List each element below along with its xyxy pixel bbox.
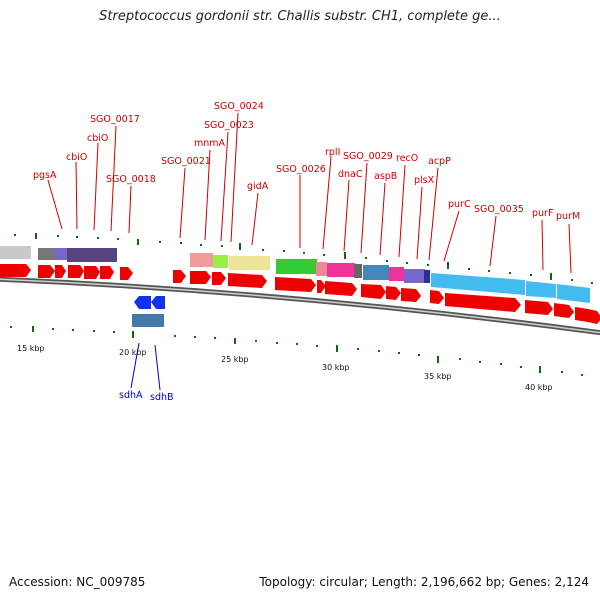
cog-bar [0,246,31,259]
cog-bar [557,284,590,303]
cds-arrows [0,264,600,324]
reverse-gene-labels: sdhA sdhB [119,390,174,403]
scale-label: 30 kbp [322,363,350,372]
cog-bar [389,267,404,281]
gene-label: SGO_0035 [474,204,524,215]
scale-label: 40 kbp [525,383,553,392]
gene-label: dnaC [338,169,363,180]
cds-arrow [38,265,55,278]
minor-dots [10,234,593,376]
cds-arrow-reverse [134,296,151,309]
cds-arrow [525,300,553,315]
cds-arrow [55,265,66,278]
cds-arrow [430,290,444,304]
cds-arrow [275,277,316,292]
cog-bar [431,273,525,295]
gene-label: aspB [374,171,397,182]
gene-label: SGO_0023 [204,120,254,131]
cog-bar [151,314,164,327]
scale-label: 15 kbp [17,344,45,353]
gene-label: SGO_0024 [214,101,264,112]
cog-bar [229,256,270,270]
cog-bar [38,248,55,260]
cog-bar [363,265,389,280]
gene-label: cbiO [87,133,108,144]
cds-arrow [212,272,226,285]
map-title: Streptococcus gordonii str. Challis subs… [99,9,501,24]
cds-arrow [190,271,211,284]
cds-arrow [120,267,133,280]
gene-label: recO [396,153,418,164]
cog-bar [190,253,213,267]
cog-bar [55,248,67,260]
cds-arrow [325,281,357,296]
cog-bar [354,264,362,278]
cds-arrow [173,270,186,283]
cog-bar [526,281,556,298]
cog-bar [404,269,425,283]
gene-label: plsX [414,175,435,186]
leader-lines [47,112,572,274]
gene-labels: pgsA cbiO cbiO SGO_0017 SGO_0018 SGO_002… [33,101,580,222]
cog-bar [424,270,430,283]
gene-label: sdhB [150,392,174,403]
scale-labels: 15 kbp 20 kbp 25 kbp 30 kbp 35 kbp 40 kb… [17,344,553,392]
cds-arrow [228,273,267,288]
cog-bar [327,263,355,277]
cds-arrow [401,288,421,302]
scale-label: 20 kbp [119,348,147,357]
gene-label: acpP [428,156,451,167]
gene-label: gidA [247,181,269,192]
accession-label: Accession: NC_009785 [9,575,146,589]
gene-label: SGO_0017 [90,114,140,125]
cds-arrow [554,303,574,318]
cog-bar [316,262,327,276]
cds-arrow [5,264,31,277]
cds-arrow [386,286,401,300]
cds-arrow [588,309,600,324]
cog-bar [67,248,117,262]
reverse-strand-features [132,296,165,327]
gene-label: SGO_0026 [276,164,326,175]
cds-arrow [68,265,84,278]
cog-bar [132,314,151,327]
cds-arrow [361,284,386,299]
cog-bar [276,259,317,274]
scale-label: 35 kbp [424,372,452,381]
cds-arrow-reverse [151,296,165,309]
gene-label: purF [532,208,553,219]
scale-label: 25 kbp [221,355,249,364]
gene-label: mnmA [194,138,226,149]
gene-label: SGO_0021 [161,156,211,167]
gene-label: SGO_0018 [106,174,156,185]
gene-label: cbiO [66,152,87,163]
gene-label: purM [556,211,580,222]
cds-arrow [100,266,114,279]
genome-summary: Topology: circular; Length: 2,196,662 bp… [259,575,589,589]
gene-label: pgsA [33,170,57,181]
gene-label: rplI [325,147,340,158]
gene-label: SGO_0029 [343,151,393,162]
gene-label: sdhA [119,390,143,401]
gene-label: purC [448,199,471,210]
cds-arrow [445,293,521,312]
reverse-leader-lines [130,342,161,391]
cog-color-bars [0,246,590,303]
cog-bar [213,255,228,268]
backbone [0,276,600,336]
cds-arrow [317,280,326,293]
cds-arrow [84,266,100,279]
gc-ticks [32,233,552,373]
